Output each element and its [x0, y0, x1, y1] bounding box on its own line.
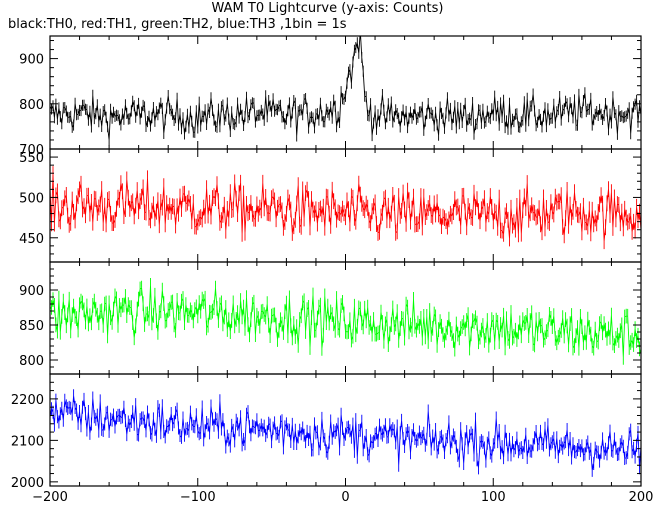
x-tick-label: −200 — [32, 490, 68, 505]
x-tick-label: 200 — [629, 490, 654, 505]
y-tick-label: 850 — [19, 319, 44, 334]
y-tick-label: 900 — [19, 284, 44, 299]
y-tick-label: 900 — [19, 53, 44, 68]
panel-frame-th2 — [49, 261, 642, 375]
series-line-th3 — [50, 389, 641, 477]
series-line-th1 — [50, 166, 641, 250]
y-tick-label: 450 — [19, 232, 44, 247]
y-tick-label: 550 — [19, 151, 44, 166]
series-line-th2 — [50, 278, 641, 365]
chart-subtitle: black:TH0, red:TH1, green:TH2, blue:TH3 … — [8, 17, 347, 32]
chart-title: WAM T0 Lightcurve (y-axis: Counts) — [211, 1, 444, 16]
y-tick-label: 2000 — [11, 476, 44, 491]
series-line-th0 — [50, 36, 641, 146]
x-tick-label: 0 — [341, 490, 349, 505]
y-tick-label: 2100 — [11, 434, 44, 449]
y-tick-label: 700 — [19, 143, 44, 158]
y-tick-label: 800 — [19, 98, 44, 113]
y-tick-label: 800 — [19, 354, 44, 369]
y-tick-label: 500 — [19, 191, 44, 206]
y-tick-label: 2200 — [11, 393, 44, 408]
x-tick-label: 100 — [481, 490, 506, 505]
x-tick-label: −100 — [180, 490, 216, 505]
